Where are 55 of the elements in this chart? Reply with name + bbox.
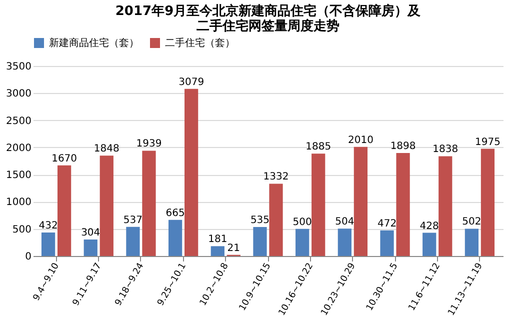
y-tick-label: 2000 [6,142,32,154]
data-label: 1885 [306,142,332,153]
legend-label: 新建商品住宅（套） [49,37,139,49]
data-label: 1848 [94,144,120,155]
bar [312,154,326,256]
bar [100,156,114,256]
bar [210,246,224,256]
bar [84,239,98,256]
data-label: 1332 [263,172,289,183]
data-label: 1975 [474,136,500,148]
bar [338,228,352,256]
bar [168,220,182,256]
y-tick-label: 500 [12,224,32,236]
bar [57,165,72,256]
bar [464,228,479,256]
data-label: 3079 [178,76,204,88]
y-tick-label: 1500 [6,170,32,182]
y-tick-label: 1000 [6,197,32,208]
bar [296,228,310,256]
bar [253,226,267,256]
bar [354,146,368,256]
text: 二手住宅网签量周度走势 [196,19,340,34]
data-label: 472 [377,218,397,230]
data-label: 665 [166,208,185,219]
y-tick-label: 0 [25,252,32,262]
data-label: 181 [208,234,228,246]
bar [396,152,410,256]
data-label: 502 [462,216,482,228]
data-label: 500 [292,216,312,228]
data-label: 428 [420,220,439,232]
bar [184,88,198,256]
y-tick-label: 3000 [6,88,32,100]
bar [41,232,56,256]
data-label: 1939 [136,138,162,150]
data-label: 2010 [348,134,374,146]
data-label: 21 [227,242,240,254]
data-label: 537 [123,214,143,226]
data-label: 1898 [390,140,416,152]
data-label: 1838 [432,144,458,156]
bar [142,150,156,256]
bar [438,156,452,256]
data-label: 535 [250,214,270,226]
text: 2017年9月至今北京新建商品住宅（不含保障房）及 [115,4,421,19]
data-label: 1670 [52,153,78,164]
data-label: 504 [335,216,354,228]
bar [269,184,283,256]
bar [480,148,495,256]
y-tick-label: 2500 [6,116,32,127]
y-tick-label: 3500 [6,62,32,72]
data-label: 432 [38,220,58,232]
bar [380,230,394,256]
bar [126,226,140,256]
legend-label: 二手住宅（套） [165,37,235,49]
bar [422,232,436,256]
data-label: 304 [81,227,100,238]
